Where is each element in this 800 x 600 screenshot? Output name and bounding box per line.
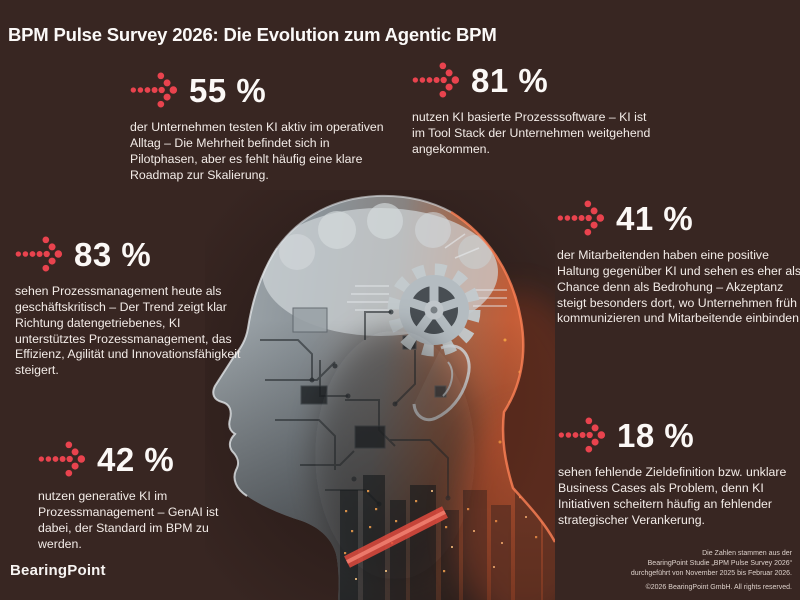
stat-value: 41 %	[616, 199, 694, 237]
dotted-arrow-icon	[38, 437, 88, 481]
stat-block-42: 42 % nutzen generative KI im Prozessmana…	[38, 437, 243, 552]
source-line: durchgeführt von November 2025 bis Febru…	[630, 570, 792, 578]
page-title: BPM Pulse Survey 2026: Die Evolution zum…	[8, 24, 497, 45]
source-line: BearingPoint Studie „BPM Pulse Survey 20…	[647, 560, 792, 568]
dotted-arrow-icon	[412, 58, 462, 102]
bearingpoint-logo: BearingPoint	[10, 562, 106, 579]
dotted-arrow-icon	[130, 68, 180, 112]
source-line: Die Zahlen stammen aus der	[702, 550, 792, 557]
stat-block-83: 83 % sehen Prozessmanagement heute als g…	[15, 232, 250, 379]
stat-description: nutzen KI basierte Prozesssoftware – KI …	[412, 110, 651, 156]
ai-head-image	[205, 190, 555, 600]
source-note: Die Zahlen stammen aus der BearingPoint …	[562, 549, 792, 594]
stat-value: 81 %	[471, 61, 549, 99]
stat-block-41: 41 % der Mitarbeitenden haben eine posit…	[557, 196, 800, 327]
dotted-arrow-icon	[558, 413, 608, 457]
stat-description: sehen Prozessmanagement heute als geschä…	[15, 284, 241, 378]
dotted-arrow-icon	[557, 196, 607, 240]
stat-value: 83 %	[74, 235, 152, 273]
stat-block-18: 18 % sehen fehlende Zieldefinition bzw. …	[558, 413, 800, 528]
dotted-arrow-icon	[15, 232, 65, 276]
stat-description: sehen fehlende Zieldefinition bzw. unkla…	[558, 465, 787, 527]
stat-value: 42 %	[97, 440, 175, 478]
gear-icon	[387, 263, 481, 357]
stat-description: der Mitarbeitenden haben eine positive H…	[557, 248, 800, 326]
stat-value: 55 %	[189, 71, 267, 109]
red-beam	[344, 506, 448, 568]
stat-value: 18 %	[617, 416, 695, 454]
copyright-line: ©2026 BearingPoint GmbH. All rights rese…	[645, 584, 792, 592]
stat-description: der Unternehmen testen KI aktiv im opera…	[130, 120, 384, 182]
stat-block-81: 81 % nutzen KI basierte Prozesssoftware …	[412, 58, 652, 158]
stat-description: nutzen generative KI im Prozessmanagemen…	[38, 489, 219, 551]
stat-block-55: 55 % der Unternehmen testen KI aktiv im …	[130, 68, 388, 183]
